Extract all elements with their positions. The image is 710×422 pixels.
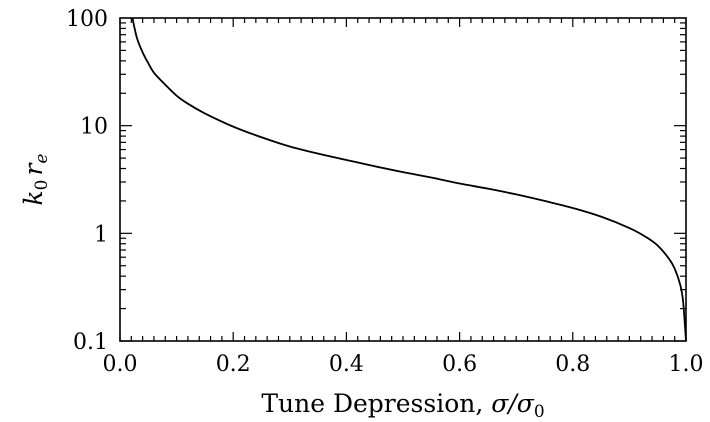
y-axis-label-sub-0: 0 — [32, 180, 52, 191]
x-axis-label-math: σ/σ — [491, 389, 534, 418]
x-tick-label: 0.6 — [442, 352, 477, 377]
x-axis-label: Tune Depression, σ/σ0 — [261, 389, 544, 422]
x-tick-label: 0.4 — [329, 352, 364, 377]
x-axis-label-text: Tune Depression, — [261, 389, 491, 418]
y-tick-label: 1 — [94, 222, 108, 247]
y-tick-label: 100 — [66, 7, 108, 32]
y-tick-label: 0.1 — [73, 330, 108, 355]
y-axis-label-r: r — [19, 162, 48, 176]
y-axis-label-sub-e: e — [32, 154, 52, 164]
y-tick-label: 10 — [80, 115, 108, 140]
plot-frame — [119, 17, 687, 342]
series-line-0 — [131, 17, 687, 342]
y-axis-label-k: k — [19, 190, 48, 205]
x-tick-label: 0.2 — [216, 352, 251, 377]
tick-labels: 0.0 0.2 0.4 0.6 0.8 1.0 0.1 1 10 100 — [66, 7, 704, 377]
x-tick-label: 0.8 — [555, 352, 590, 377]
tick-marks — [119, 18, 687, 342]
x-axis-label-sub: 0 — [534, 402, 545, 422]
x-tick-label: 0.0 — [103, 352, 138, 377]
y-axis-label: k0 re — [19, 154, 52, 206]
x-tick-label: 1.0 — [669, 352, 704, 377]
series-layer — [131, 17, 687, 342]
